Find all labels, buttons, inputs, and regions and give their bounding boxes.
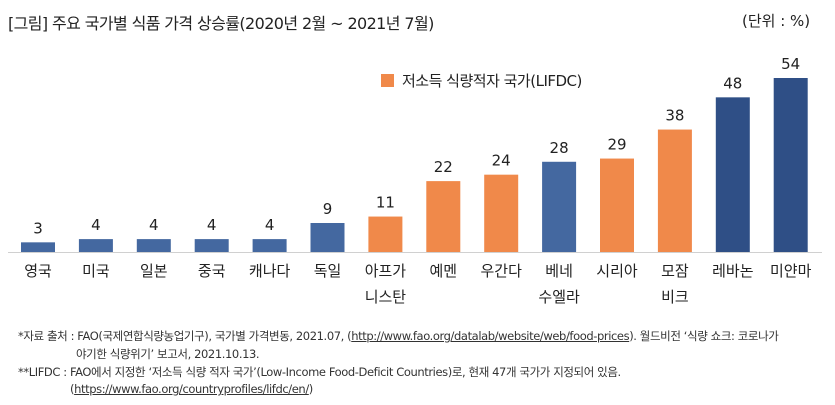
bar — [194, 239, 229, 252]
data-label: 22 — [434, 158, 453, 176]
category-label: 중국 — [198, 262, 226, 280]
data-label: 9 — [323, 200, 333, 218]
category-label: 미얀마 — [770, 262, 812, 280]
data-label: 29 — [607, 136, 626, 154]
paren: ) — [308, 382, 314, 396]
category-label: 모잠 — [661, 262, 689, 280]
category-label: 비크 — [661, 288, 689, 306]
footnote-source: *자료 출처 : FAO(국제연합식량농업기구), 국가별 가격변동, 2021… — [18, 328, 779, 344]
bar — [715, 97, 750, 252]
bar — [21, 242, 55, 252]
category-label: 니스탄 — [365, 288, 407, 306]
lifdc-link[interactable]: https://www.fao.org/countryprofiles/lifd… — [74, 382, 309, 396]
footnote-lifdc: **LIFDC : FAO에서 지정한 ‘저소득 식량 적자 국가’(Low-I… — [18, 365, 621, 379]
data-label: 4 — [207, 216, 217, 234]
bar — [657, 129, 692, 252]
category-label: 베네 — [545, 262, 573, 280]
category-label: 레바논 — [712, 262, 754, 280]
legend-label: 저소득 식량적자 국가(LIFDC) — [402, 72, 582, 90]
category-label: 수엘라 — [538, 288, 580, 306]
category-label: 우간다 — [480, 262, 522, 280]
bar — [426, 181, 461, 252]
category-label: 독일 — [314, 262, 342, 280]
category-label: 미국 — [82, 262, 110, 280]
category-label: 시리아 — [596, 262, 638, 280]
data-label: 54 — [781, 55, 800, 73]
category-label: 일본 — [140, 262, 168, 280]
data-label: 38 — [665, 107, 684, 125]
data-label: 4 — [91, 216, 101, 234]
footnote-text: *자료 출처 : FAO(국제연합식량농업기구), 국가별 가격변동, 2021… — [18, 329, 352, 343]
legend: 저소득 식량적자 국가(LIFDC) — [381, 70, 582, 91]
bar — [310, 223, 345, 252]
data-label: 48 — [723, 74, 742, 92]
data-label: 28 — [550, 139, 569, 157]
footnote-text: ). 월드비전 ‘식량 쇼크: 코로나가 — [629, 329, 779, 343]
data-label: 11 — [376, 194, 395, 212]
bar — [78, 239, 113, 252]
data-label: 4 — [265, 216, 275, 234]
bar — [600, 158, 634, 252]
unit-label: (단위 : %) — [742, 12, 811, 30]
bar — [542, 161, 577, 252]
bar — [368, 216, 403, 252]
bar — [136, 239, 171, 252]
data-label: 24 — [492, 152, 511, 170]
legend-swatch — [381, 74, 394, 87]
category-label: 예멘 — [429, 262, 457, 280]
category-label: 영국 — [24, 262, 52, 280]
data-label: 3 — [33, 219, 43, 237]
data-label: 4 — [149, 216, 159, 234]
bar — [252, 239, 287, 252]
bar — [484, 174, 519, 252]
paren: ( — [70, 382, 75, 396]
bar — [773, 78, 808, 252]
category-label: 캐나다 — [249, 262, 291, 280]
footnote-source-cont: 야기한 식량위기’ 보고서, 2021.10.13. — [76, 347, 260, 361]
category-label: 아프가 — [365, 262, 407, 280]
footnote-lifdc-link: (https://www.fao.org/countryprofiles/lif… — [70, 382, 313, 396]
chart-title: [그림] 주요 국가별 식품 가격 상승률(2020년 2월 ~ 2021년 7… — [8, 14, 434, 33]
source-link[interactable]: http://www.fao.org/datalab/website/web/f… — [351, 329, 630, 343]
